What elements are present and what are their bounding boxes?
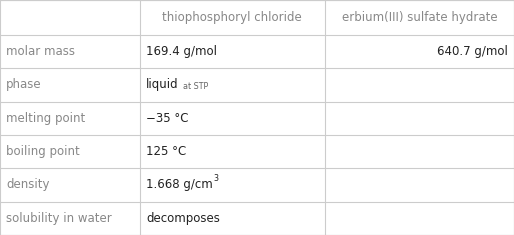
Text: 3: 3 [214, 174, 219, 184]
Text: phase: phase [6, 78, 42, 91]
Text: 125 °C: 125 °C [146, 145, 186, 158]
Text: 640.7 g/mol: 640.7 g/mol [437, 45, 508, 58]
Text: erbium(III) sulfate hydrate: erbium(III) sulfate hydrate [342, 11, 497, 24]
Text: thiophosphoryl chloride: thiophosphoryl chloride [162, 11, 302, 24]
Text: molar mass: molar mass [6, 45, 75, 58]
Text: decomposes: decomposes [146, 212, 220, 225]
Text: −35 °C: −35 °C [146, 112, 189, 125]
Text: melting point: melting point [6, 112, 85, 125]
Text: 169.4 g/mol: 169.4 g/mol [146, 45, 217, 58]
Text: liquid: liquid [146, 78, 178, 91]
Text: density: density [6, 178, 50, 192]
Text: solubility in water: solubility in water [6, 212, 112, 225]
Text: boiling point: boiling point [6, 145, 80, 158]
Text: 1.668 g/cm: 1.668 g/cm [146, 178, 213, 192]
Text: at STP: at STP [182, 82, 208, 90]
